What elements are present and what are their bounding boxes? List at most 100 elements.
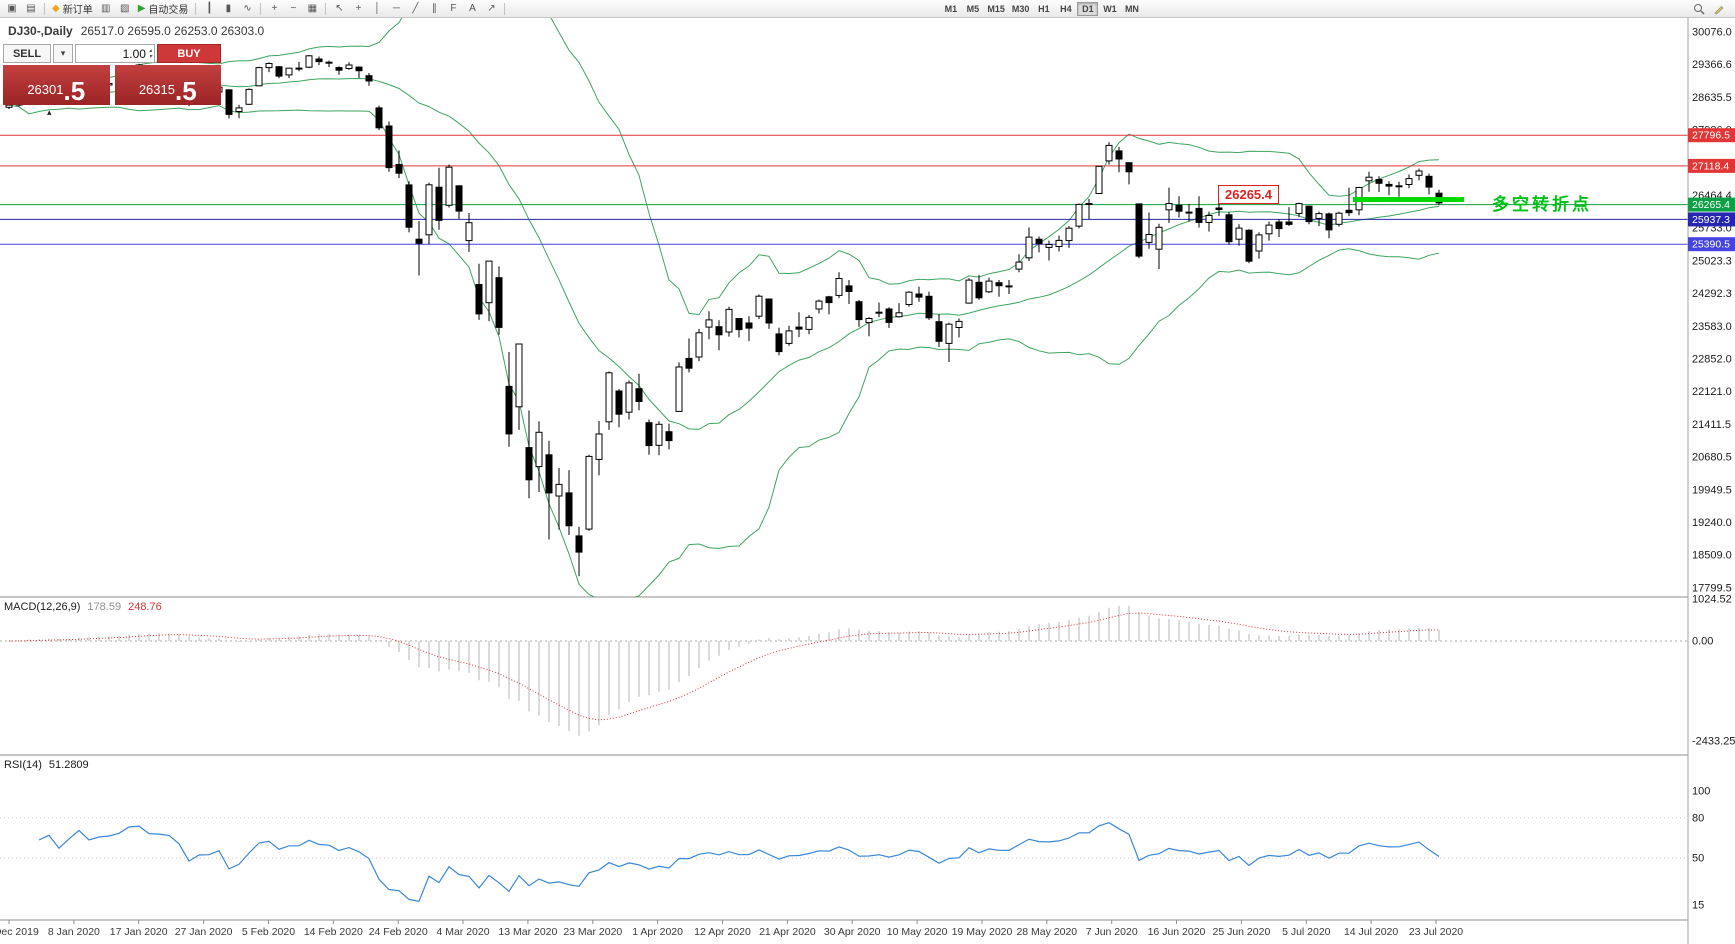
bar-chart-button[interactable]: ┃ <box>200 1 218 17</box>
candle-body <box>255 67 263 87</box>
date-label: 19 May 2020 <box>952 926 1013 938</box>
candle-body <box>325 61 333 64</box>
pivot-trendline-segment[interactable] <box>1353 197 1464 202</box>
price-line-badge-label: 25937.3 <box>1692 214 1730 226</box>
candle-body <box>1265 224 1273 235</box>
price-panel[interactable] <box>0 18 1688 604</box>
cursor-button[interactable]: ↖ <box>330 1 348 17</box>
sell-button[interactable]: SELL <box>3 44 51 63</box>
candle-body <box>405 184 413 228</box>
candle-body <box>925 295 933 319</box>
candle-body <box>385 125 393 169</box>
candle-body <box>1245 229 1253 262</box>
candle-body <box>435 186 443 221</box>
toolbar-separator <box>504 2 506 15</box>
macd-panel[interactable] <box>0 605 1688 736</box>
trading-chart[interactable]: 30076.029366.628635.527926.027195.026464… <box>0 18 1735 944</box>
draw-tool-button[interactable] <box>1710 1 1728 17</box>
bid-price-box[interactable]: 26301.5 <box>3 65 110 105</box>
profiles-button[interactable]: ▤ <box>22 1 40 17</box>
volume-spinner[interactable]: ▴ ▾ <box>149 48 152 60</box>
candle-body <box>1415 170 1423 176</box>
candle-body <box>505 385 513 435</box>
candle-body <box>1095 165 1103 195</box>
candle-body <box>1055 239 1063 247</box>
zoom-out-button[interactable]: − <box>284 1 302 17</box>
timeframe-M15-button[interactable]: M15 <box>984 2 1008 16</box>
market-watch-button[interactable]: ▥ <box>97 1 115 17</box>
zoom-in-button[interactable]: + <box>265 1 283 17</box>
bollinger-band-line <box>8 18 1440 316</box>
timeframe-H1-button[interactable]: H1 <box>1033 2 1054 16</box>
volume-input[interactable]: 1.00 ▴ ▾ <box>75 44 155 63</box>
crosshair-button[interactable]: + <box>349 1 367 17</box>
candle-body <box>935 321 943 342</box>
candle-body <box>685 357 693 369</box>
candle-body <box>1215 207 1223 210</box>
vertical-line-button[interactable]: │ <box>368 1 386 17</box>
volume-up-icon[interactable]: ▴ <box>148 47 152 54</box>
timeframe-H4-button[interactable]: H4 <box>1055 2 1076 16</box>
ask-price-box[interactable]: 26315.5 <box>114 65 221 105</box>
candlestick-chart-button[interactable]: ▮ <box>219 1 237 17</box>
candle-body <box>355 66 363 72</box>
tile-windows-button[interactable]: ▦ <box>303 1 321 17</box>
candle-body <box>725 308 733 333</box>
price-tick-label: 23583.0 <box>1692 321 1732 333</box>
candle-body <box>645 422 653 447</box>
toolbar-separator <box>260 2 262 15</box>
candle-body <box>735 318 743 331</box>
candle-body <box>895 312 903 318</box>
price-tick-label: 28635.5 <box>1692 92 1732 104</box>
candle-body <box>1345 209 1353 214</box>
pivot-note-text[interactable]: 多空转折点 <box>1492 195 1592 214</box>
timeframe-M5-button[interactable]: M5 <box>962 2 983 16</box>
search-button[interactable] <box>1690 1 1708 17</box>
timeframe-M30-button[interactable]: M30 <box>1009 2 1033 16</box>
candle-body <box>1105 144 1113 162</box>
pivot-price-label[interactable]: 26265.4 <box>1218 185 1279 204</box>
timeframe-D1-button[interactable]: D1 <box>1077 1 1099 16</box>
candle-body <box>845 285 853 292</box>
horizontal-line-button[interactable]: ─ <box>387 1 405 17</box>
candle-body <box>245 88 253 105</box>
order-type-dropdown[interactable]: ▾ <box>53 44 73 63</box>
candle-body <box>275 66 283 77</box>
new-order-button[interactable]: ◆ 新订单 <box>49 1 96 17</box>
line-chart-button[interactable]: ∿ <box>238 1 256 17</box>
horizontal-line-icon: ─ <box>392 2 400 14</box>
one-click-trading-panel: SELL ▾ 1.00 ▴ ▾ BUY 26301.5 26315.5 ▴ <box>3 44 221 117</box>
strategy-tester-button[interactable]: ▧ <box>116 1 134 17</box>
buy-button[interactable]: BUY <box>157 44 221 63</box>
rsi-panel[interactable] <box>0 817 1688 902</box>
fibonacci-retracement-button[interactable]: F <box>444 1 462 17</box>
trendline-button[interactable]: ╱ <box>406 1 424 17</box>
collapse-panel-icon[interactable]: ▴ <box>47 107 52 117</box>
candle-body <box>695 332 703 358</box>
price-line-badge-label: 25390.5 <box>1692 239 1730 251</box>
candle-body <box>475 284 483 315</box>
chart-window[interactable]: 30076.029366.628635.527926.027195.026464… <box>0 18 1735 944</box>
candle-body <box>1235 227 1243 240</box>
candle-body <box>1075 203 1083 227</box>
candlestick-chart-icon: ▮ <box>225 2 232 14</box>
candle-body <box>375 107 383 129</box>
text-label-button[interactable]: A <box>463 1 481 17</box>
candle-body <box>1145 234 1153 243</box>
candle-body <box>1365 176 1373 182</box>
timeframe-MN-button[interactable]: MN <box>1121 2 1142 16</box>
volume-down-icon[interactable]: ▾ <box>148 53 152 60</box>
candle-body <box>1165 203 1173 211</box>
new-chart-button[interactable]: ▣ <box>3 1 21 17</box>
arrow-objects-button[interactable]: ↗ <box>482 1 500 17</box>
candle-body <box>525 447 533 481</box>
candle-body <box>745 322 753 329</box>
equidistant-channel-button[interactable]: ∥ <box>425 1 443 17</box>
candle-body <box>295 67 303 70</box>
timeframe-M1-button[interactable]: M1 <box>940 2 961 16</box>
rsi-tick-label: 15 <box>1692 900 1704 912</box>
timeframe-W1-button[interactable]: W1 <box>1099 2 1120 16</box>
autotrading-button[interactable]: ▶ 自动交易 <box>135 1 192 17</box>
date-label: 30 Dec 2019 <box>0 926 39 938</box>
candle-body <box>1405 178 1413 186</box>
